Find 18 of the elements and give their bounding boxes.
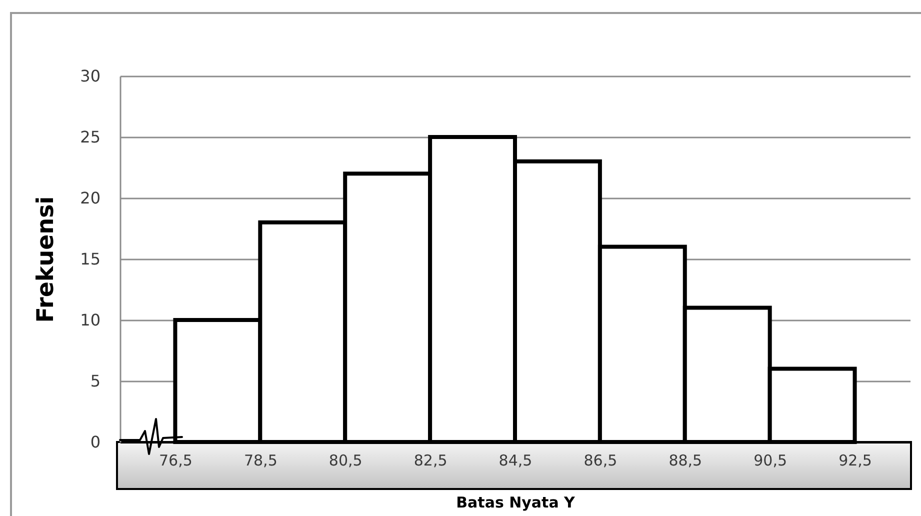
y-tick-label: 25	[80, 128, 100, 146]
x-tick-label: 82,5	[414, 452, 448, 470]
y-tick-label: 0	[90, 432, 100, 452]
y-tick-label: 20	[80, 188, 100, 208]
y-axis-title: Frekuensi	[33, 196, 60, 323]
x-tick-label: 84,5	[498, 452, 532, 470]
x-tick-label: 92,5	[838, 452, 872, 470]
x-tick-label: 86,5	[584, 452, 618, 470]
x-tick-label: 76,5	[159, 452, 192, 470]
x-axis-title: Batas Nyata Y	[456, 494, 576, 512]
y-tick-label: 10	[80, 310, 100, 330]
y-tick-label: 15	[80, 250, 100, 268]
y-tick-label: 5	[90, 372, 100, 390]
x-tick-label: 88,5	[668, 452, 702, 470]
x-tick-label: 90,5	[754, 452, 788, 470]
x-tick-label: 80,5	[328, 452, 362, 470]
x-tick-label: 78,5	[244, 452, 278, 470]
y-tick-label: 30	[80, 66, 100, 86]
